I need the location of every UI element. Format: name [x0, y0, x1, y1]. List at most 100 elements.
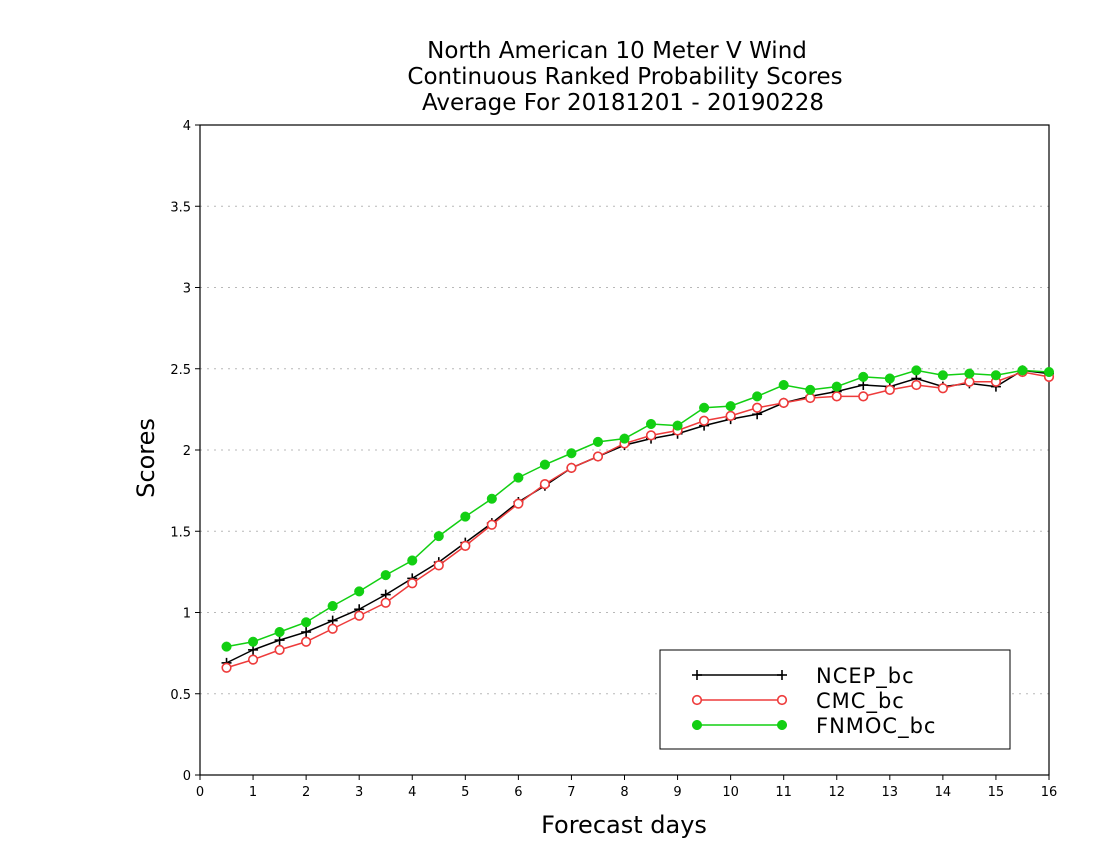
x-tick-label: 13: [882, 785, 899, 800]
x-tick-label: 7: [567, 785, 575, 800]
data-point-fnmoc-bc: [513, 472, 524, 483]
y-tick-labels: 0 0.5 1 1.5 2 2.5 3 3.5 4: [170, 119, 191, 784]
series-line-ncep-bc: [226, 369, 1050, 664]
data-point-cmc-bc: [964, 376, 975, 387]
series-fnmoc-bc: [221, 365, 1055, 652]
data-point-fnmoc-bc: [699, 402, 710, 413]
data-point-cmc-bc: [539, 479, 551, 490]
y-tick-label: 3.5: [170, 200, 191, 215]
data-point-cmc-bc: [221, 662, 232, 673]
data-point-fnmoc-bc: [831, 381, 842, 392]
data-point-cmc-bc: [327, 623, 338, 634]
legend-marker: [692, 670, 702, 680]
data-point-fnmoc-bc: [911, 365, 922, 376]
data-point-fnmoc-bc: [407, 555, 418, 566]
x-tick-label: 4: [408, 785, 416, 800]
data-point-fnmoc-bc: [752, 391, 763, 402]
chart-title-line-3: Average For 20181201 - 20190228: [422, 90, 824, 116]
data-point-cmc-bc: [460, 540, 471, 551]
x-tick-label: 1: [249, 785, 257, 800]
chart-title-line-1: North American 10 Meter V Wind: [427, 38, 807, 64]
data-point-cmc-bc: [805, 392, 816, 404]
data-point-cmc-bc: [592, 451, 604, 462]
y-gridlines: [200, 205, 1049, 695]
y-tick-label: 1: [183, 607, 191, 622]
data-point-cmc-bc: [380, 597, 391, 608]
x-tick-label: 0: [196, 785, 204, 800]
data-point-cmc-bc: [937, 383, 948, 394]
data-point-fnmoc-bc: [221, 641, 232, 652]
x-tick-label: 11: [775, 785, 792, 800]
data-point-fnmoc-bc: [248, 636, 259, 647]
data-point-fnmoc-bc: [805, 384, 816, 395]
legend-item-fnmoc-bc: FNMOC_bc: [691, 714, 936, 739]
y-tick-label: 0.5: [170, 688, 191, 703]
y-tick-label: 1.5: [170, 525, 191, 540]
data-point-fnmoc-bc: [301, 617, 312, 628]
data-point-cmc-bc: [778, 397, 789, 408]
data-point-cmc-bc: [433, 560, 444, 571]
data-point-fnmoc-bc: [725, 401, 736, 412]
data-point-cmc-bc: [752, 402, 763, 413]
data-point-cmc-bc: [645, 430, 657, 441]
data-point-fnmoc-bc: [592, 436, 604, 447]
x-tick-label: 3: [355, 785, 363, 800]
legend-label: CMC_bc: [816, 689, 905, 714]
x-tick-label: 12: [828, 785, 845, 800]
data-point-fnmoc-bc: [645, 418, 657, 430]
data-point-fnmoc-bc: [566, 448, 577, 459]
plot-area-frame: [199, 124, 1050, 776]
data-point-cmc-bc: [858, 391, 869, 402]
data-point-cmc-bc: [566, 462, 577, 473]
data-point-fnmoc-bc: [274, 626, 285, 638]
data-point-ncep-bc: [301, 627, 312, 637]
chart-title-line-2: Continuous Ranked Probability Scores: [407, 64, 842, 90]
data-point-fnmoc-bc: [354, 586, 365, 597]
data-point-cmc-bc: [725, 410, 736, 421]
y-tick-label: 3: [183, 282, 191, 297]
legend-item-ncep-bc: NCEP_bc: [692, 664, 915, 689]
legend-marker: [776, 719, 788, 731]
series-line-cmc-bc: [226, 371, 1050, 669]
legend-label: FNMOC_bc: [816, 714, 936, 739]
series-line-fnmoc-bc: [226, 369, 1050, 648]
legend-item-cmc-bc: CMC_bc: [691, 689, 905, 714]
series-cmc-bc: [221, 366, 1055, 673]
x-tick-label: 14: [935, 785, 952, 800]
data-point-fnmoc-bc: [486, 493, 497, 504]
x-tick-label: 9: [673, 785, 681, 800]
chart-title: North American 10 Meter V Wind Continuou…: [407, 38, 842, 116]
data-point-cmc-bc: [301, 636, 312, 647]
data-point-fnmoc-bc: [539, 459, 550, 470]
x-tick-label: 2: [302, 785, 310, 800]
data-point-fnmoc-bc: [990, 370, 1001, 381]
legend-marker: [777, 670, 787, 680]
data-point-cmc-bc: [884, 384, 895, 395]
data-point-fnmoc-bc: [433, 531, 444, 542]
x-tick-label: 5: [461, 785, 469, 800]
series-lines: [221, 365, 1055, 673]
data-point-fnmoc-bc: [672, 420, 683, 431]
x-tick-label: 6: [514, 785, 522, 800]
data-point-fnmoc-bc: [964, 368, 975, 379]
data-point-fnmoc-bc: [884, 373, 895, 384]
data-point-cmc-bc: [698, 415, 710, 426]
data-point-fnmoc-bc: [778, 379, 789, 391]
data-point-fnmoc-bc: [1017, 365, 1028, 376]
y-tick-label: 0: [183, 769, 191, 784]
x-tick-labels: 0 1 2 3 4 5 6 7 8 9 10 11 12 13 14 15 16: [196, 785, 1057, 800]
data-point-fnmoc-bc: [460, 511, 471, 522]
data-point-cmc-bc: [274, 644, 285, 655]
axis-ticks: [195, 124, 1050, 780]
legend-marker: [691, 694, 703, 706]
legend-marker: [776, 694, 788, 706]
data-point-cmc-bc: [486, 519, 497, 530]
x-tick-label: 10: [722, 785, 739, 800]
x-axis-label: Forecast days: [541, 811, 707, 839]
legend-marker: [691, 719, 703, 731]
legend-label: NCEP_bc: [816, 664, 915, 689]
data-point-fnmoc-bc: [858, 371, 869, 382]
data-point-cmc-bc: [513, 498, 524, 509]
